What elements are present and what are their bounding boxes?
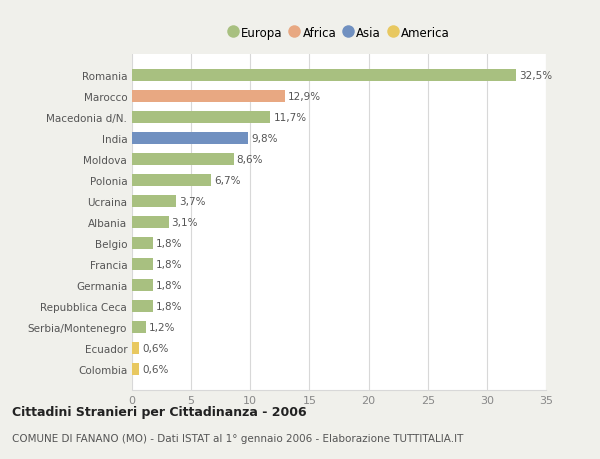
Bar xyxy=(132,238,153,249)
Text: 11,7%: 11,7% xyxy=(274,113,307,123)
Bar xyxy=(132,91,284,103)
Legend: Europa, Africa, Asia, America: Europa, Africa, Asia, America xyxy=(226,24,452,42)
Text: 3,7%: 3,7% xyxy=(179,197,205,207)
Text: 12,9%: 12,9% xyxy=(287,92,320,102)
Bar xyxy=(132,217,169,229)
Bar xyxy=(132,301,153,312)
Bar xyxy=(132,112,271,123)
Bar xyxy=(132,259,153,270)
Bar xyxy=(132,133,248,145)
Bar xyxy=(132,154,234,166)
Text: COMUNE DI FANANO (MO) - Dati ISTAT al 1° gennaio 2006 - Elaborazione TUTTITALIA.: COMUNE DI FANANO (MO) - Dati ISTAT al 1°… xyxy=(12,433,463,442)
Text: 8,6%: 8,6% xyxy=(236,155,263,165)
Text: Cittadini Stranieri per Cittadinanza - 2006: Cittadini Stranieri per Cittadinanza - 2… xyxy=(12,405,307,419)
Bar xyxy=(132,322,146,333)
Text: 3,1%: 3,1% xyxy=(172,218,198,228)
Text: 0,6%: 0,6% xyxy=(142,343,169,353)
Bar xyxy=(132,70,517,82)
Text: 6,7%: 6,7% xyxy=(214,176,241,186)
Bar xyxy=(132,175,211,186)
Text: 32,5%: 32,5% xyxy=(520,71,553,81)
Text: 1,8%: 1,8% xyxy=(156,280,183,291)
Bar xyxy=(132,342,139,354)
Text: 1,2%: 1,2% xyxy=(149,322,176,332)
Bar xyxy=(132,280,153,291)
Bar xyxy=(132,196,176,207)
Bar xyxy=(132,364,139,375)
Text: 1,8%: 1,8% xyxy=(156,259,183,269)
Text: 9,8%: 9,8% xyxy=(251,134,277,144)
Text: 0,6%: 0,6% xyxy=(142,364,169,374)
Text: 1,8%: 1,8% xyxy=(156,239,183,248)
Text: 1,8%: 1,8% xyxy=(156,302,183,311)
